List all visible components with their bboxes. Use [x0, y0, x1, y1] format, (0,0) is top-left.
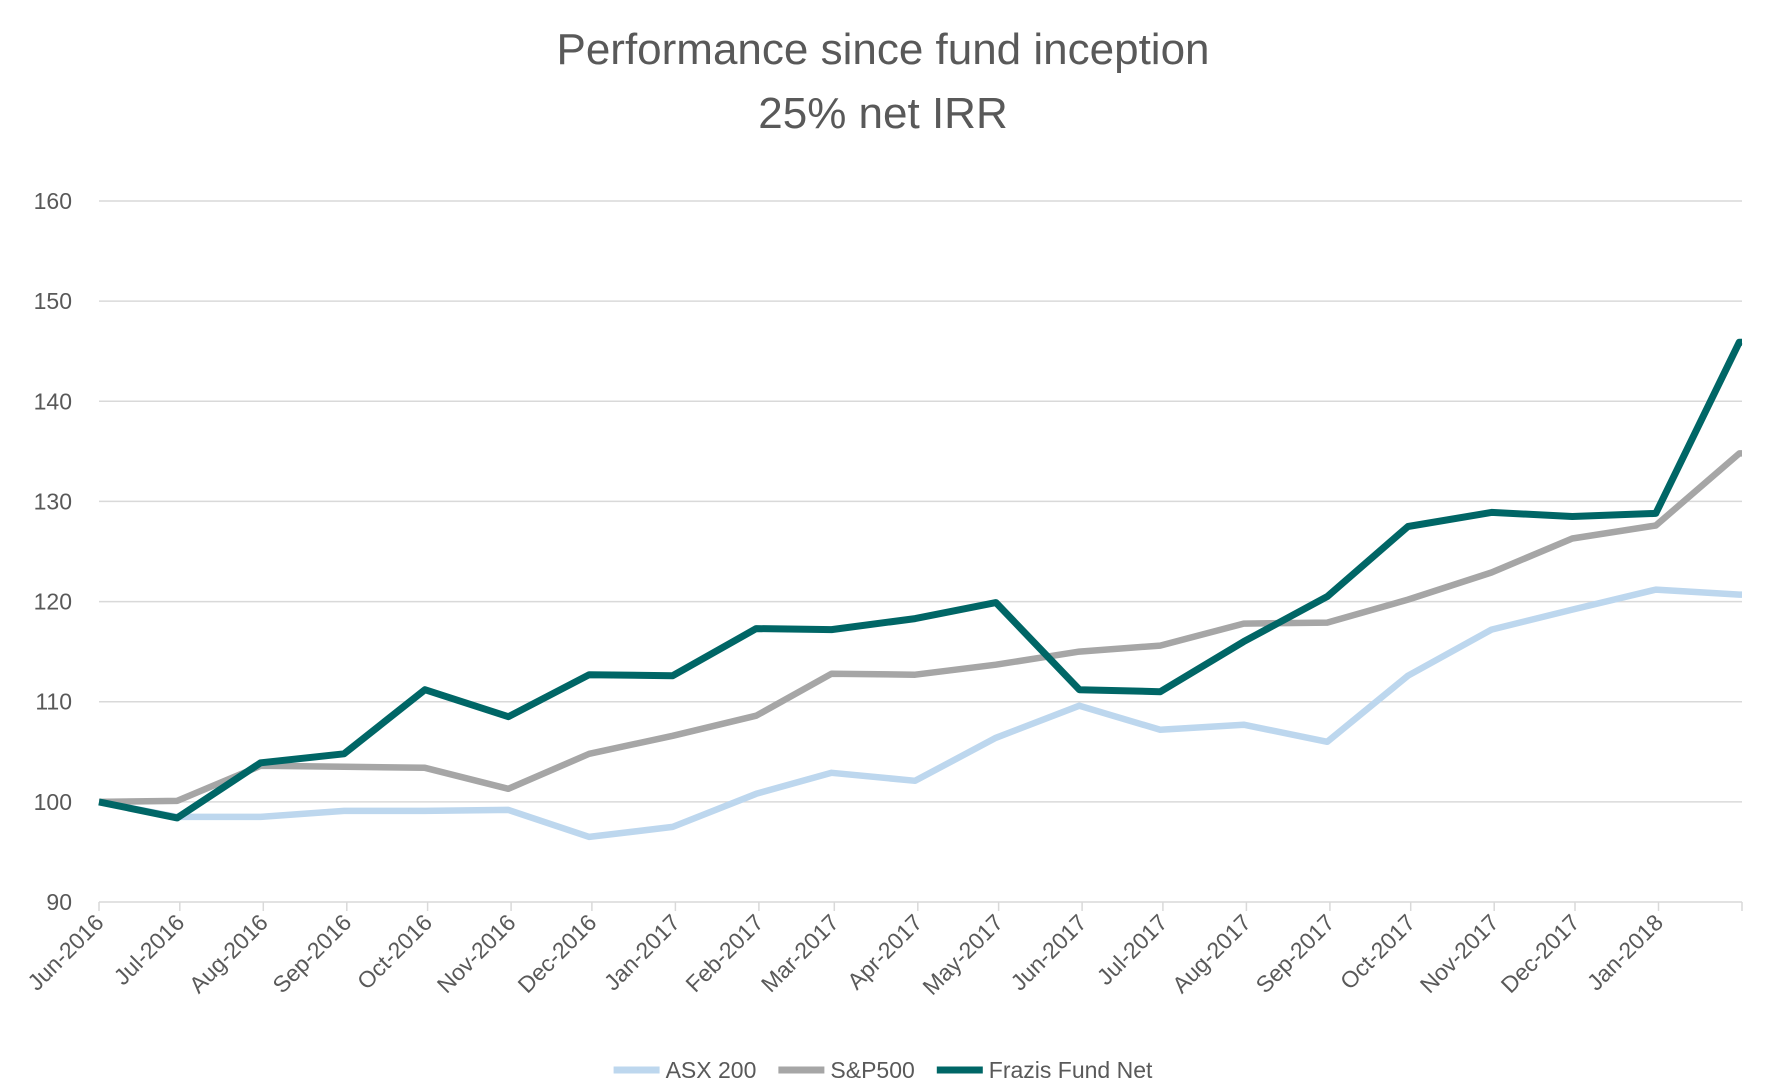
x-tick-label: Sep-2017	[1251, 909, 1340, 998]
x-tick-label: Jul-2017	[1092, 909, 1173, 990]
y-tick-label: 140	[34, 388, 72, 414]
x-tick-label: May-2017	[917, 909, 1008, 1000]
y-tick-label: 120	[34, 589, 72, 615]
series-line-s-p500	[98, 450, 1743, 806]
series-line-frazis-fund-net	[98, 338, 1743, 822]
x-tick-label: Dec-2016	[513, 909, 602, 998]
x-tick-label: Nov-2017	[1415, 909, 1504, 998]
x-tick-label: Jan-2017	[599, 909, 685, 995]
y-tick-label: 100	[34, 789, 72, 815]
y-tick-label: 160	[34, 188, 72, 214]
x-tick-label: Feb-2017	[680, 909, 768, 997]
chart-subtitle: 25% net IRR	[758, 89, 1008, 138]
y-tick-label: 150	[34, 288, 72, 314]
series-line-asx-200	[98, 586, 1743, 841]
x-tick-label: Aug-2016	[184, 909, 273, 998]
y-tick-label: 90	[46, 889, 72, 915]
x-tick-label: Mar-2017	[756, 909, 844, 997]
legend: ASX 200 S&P500 Frazis Fund Net	[613, 1057, 1153, 1083]
x-tick-label: Sep-2016	[267, 909, 356, 998]
x-tick-label: Jul-2016	[109, 909, 190, 990]
x-tick-label: Jun-2017	[1005, 909, 1091, 995]
y-tick-label: 130	[34, 488, 72, 514]
legend-label-s-p500: S&P500	[830, 1057, 914, 1083]
x-tick-label: Dec-2017	[1496, 909, 1585, 998]
x-tick-label: Jun-2016	[22, 909, 108, 995]
x-tick-label: Oct-2017	[1335, 909, 1420, 994]
legend-label-frazis-fund-net: Frazis Fund Net	[989, 1057, 1153, 1083]
legend-label-asx-200: ASX 200	[666, 1057, 757, 1083]
y-tick-label: 110	[35, 689, 72, 715]
x-tick-label: Aug-2017	[1167, 909, 1256, 998]
series-lines	[98, 338, 1743, 841]
x-tick-label: Jan-2018	[1582, 909, 1668, 995]
x-tick-label: Nov-2016	[432, 909, 521, 998]
gridlines	[99, 200, 1742, 803]
x-tick-label: Apr-2017	[842, 909, 927, 994]
x-tick-label: Oct-2016	[352, 909, 437, 994]
chart-title: Performance since fund inception	[556, 25, 1210, 74]
